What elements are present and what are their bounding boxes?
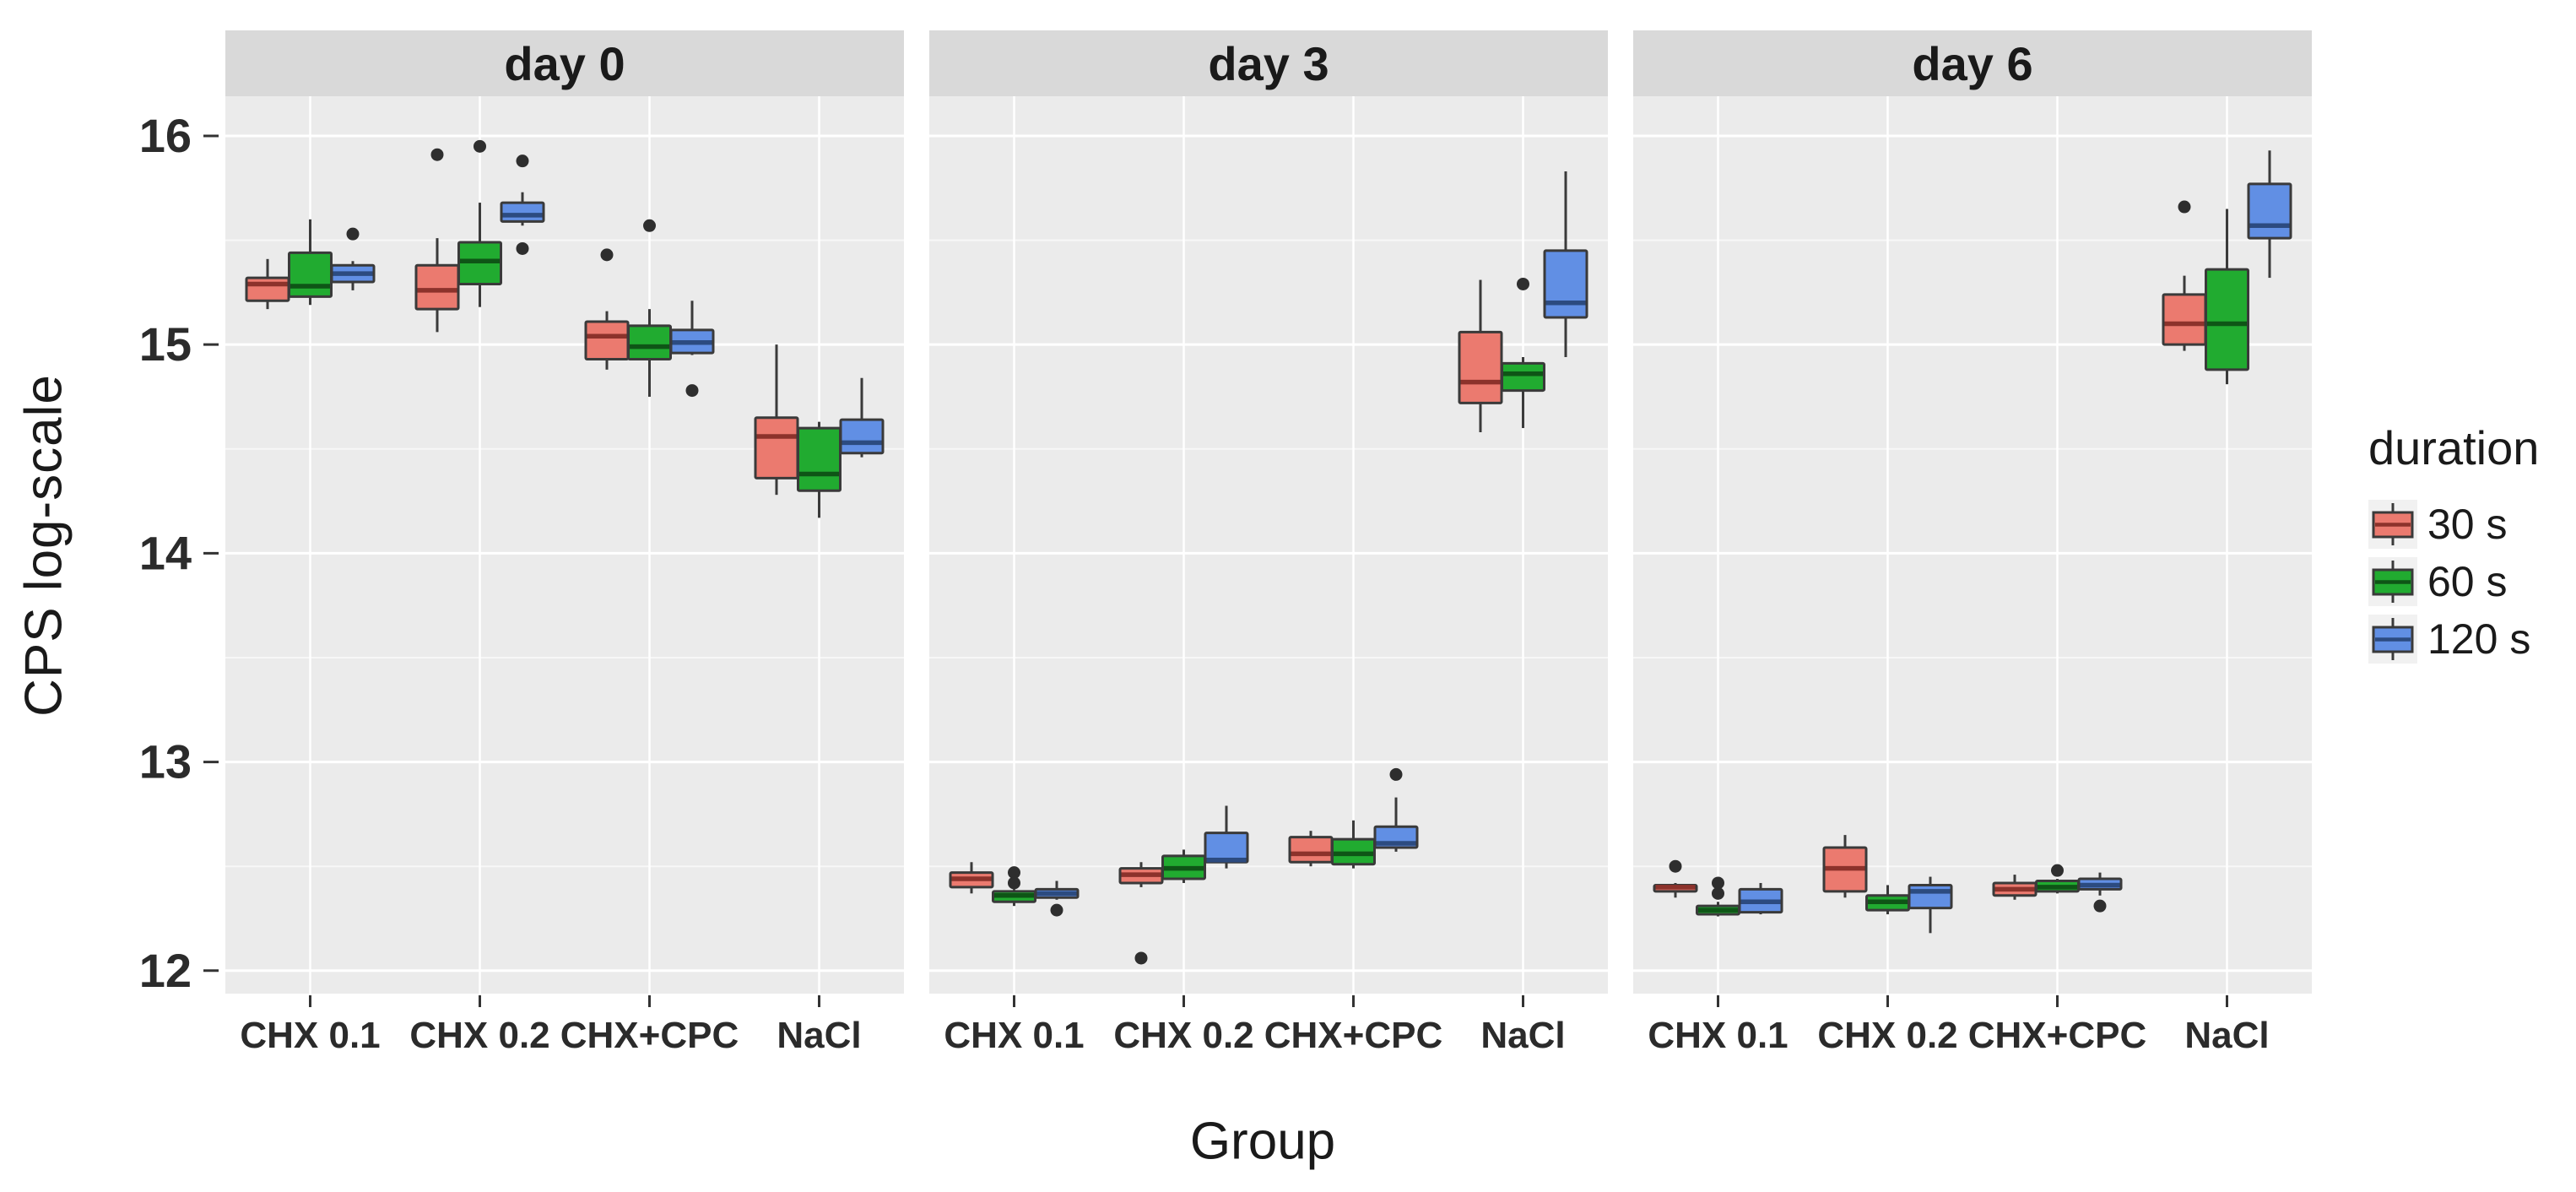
boxplot-key-icon (2368, 615, 2417, 664)
x-tick-label: NaCl (2184, 1015, 2269, 1056)
y-tick-label: 16 (139, 109, 192, 162)
legend-entry-label: 60 s (2427, 558, 2508, 605)
x-tick-label: NaCl (777, 1015, 861, 1056)
boxplot-key-icon (2368, 557, 2417, 606)
y-tick-label: 13 (139, 735, 192, 788)
x-tick-label: CHX 0.1 (240, 1015, 380, 1056)
outlier-point (1050, 903, 1063, 917)
outlier-point (643, 219, 656, 232)
outlier-point (1008, 876, 1020, 890)
boxplot-box (627, 324, 672, 360)
outlier-point (430, 148, 444, 161)
panel-background (929, 96, 1608, 994)
boxplot-box (2205, 268, 2249, 371)
legend: duration 30 s 60 s 120 s (2368, 420, 2576, 669)
facet-strip-label: day 0 (504, 37, 625, 90)
y-tick-label: 15 (139, 317, 192, 371)
y-tick-label: 12 (139, 944, 192, 997)
legend-entry-30s: 30 s (2368, 497, 2576, 551)
boxplot-box (1458, 330, 1503, 404)
outlier-point (2178, 200, 2191, 214)
boxplot-box (1501, 361, 1545, 393)
facet-strip-label: day 3 (1208, 37, 1329, 90)
boxplot-box (797, 426, 842, 492)
legend-entry-120s: 120 s (2368, 612, 2576, 666)
legend-entry-label: 30 s (2427, 501, 2508, 548)
boxplot-box (2247, 182, 2292, 240)
x-tick-label: CHX 0.2 (1113, 1015, 1253, 1056)
panel-background (225, 96, 904, 994)
boxplot-box (1288, 836, 1334, 864)
outlier-point (2051, 864, 2064, 877)
x-tick-label: CHX 0.2 (409, 1015, 549, 1056)
outlier-point (516, 241, 529, 255)
boxplot-box (500, 201, 545, 223)
outlier-point (516, 154, 529, 168)
legend-entry-60s: 60 s (2368, 555, 2576, 609)
boxplot-box (584, 320, 630, 360)
outlier-point (2093, 899, 2107, 913)
panel-background (1633, 96, 2312, 994)
boxplot-box (839, 418, 885, 455)
facet-strip (1633, 30, 2312, 96)
outlier-point (1517, 277, 1529, 290)
boxplot-box (1908, 883, 1953, 910)
x-axis-title: Group (1189, 1112, 1336, 1171)
y-axis-title: CPS log-scale (14, 374, 73, 717)
boxplot-box (2162, 293, 2207, 346)
legend-title: duration (2368, 421, 2540, 474)
boxplot-box (288, 251, 333, 298)
outlier-point (1134, 951, 1148, 965)
outlier-point (685, 384, 699, 398)
y-tick-label: 14 (139, 526, 192, 579)
outlier-point (1008, 866, 1020, 880)
boxplot-box (414, 263, 460, 311)
outlier-point (474, 139, 486, 153)
boxplot-key-icon (2368, 500, 2417, 549)
outlier-point (1712, 876, 1724, 890)
outlier-point (346, 227, 360, 241)
boxplot-box (754, 416, 799, 480)
x-tick-label: CHX+CPC (1264, 1015, 1443, 1056)
x-tick-label: CHX+CPC (1968, 1015, 2147, 1056)
x-tick-label: CHX+CPC (560, 1015, 739, 1056)
facet-strip (929, 30, 1608, 96)
outlier-point (600, 248, 614, 262)
boxplot-box (1543, 249, 1588, 319)
outlier-point (1669, 859, 1682, 873)
x-tick-label: CHX 0.1 (1648, 1015, 1788, 1056)
x-tick-label: CHX 0.1 (944, 1015, 1084, 1056)
outlier-point (1712, 886, 1724, 900)
facet-strip (225, 30, 904, 96)
boxplot-box (245, 276, 290, 302)
legend-entry-label: 120 s (2427, 615, 2531, 663)
outlier-point (1389, 767, 1403, 781)
facet-strip-label: day 6 (1912, 37, 2032, 90)
x-tick-label: NaCl (1480, 1015, 1565, 1056)
x-tick-label: CHX 0.2 (1817, 1015, 1957, 1056)
